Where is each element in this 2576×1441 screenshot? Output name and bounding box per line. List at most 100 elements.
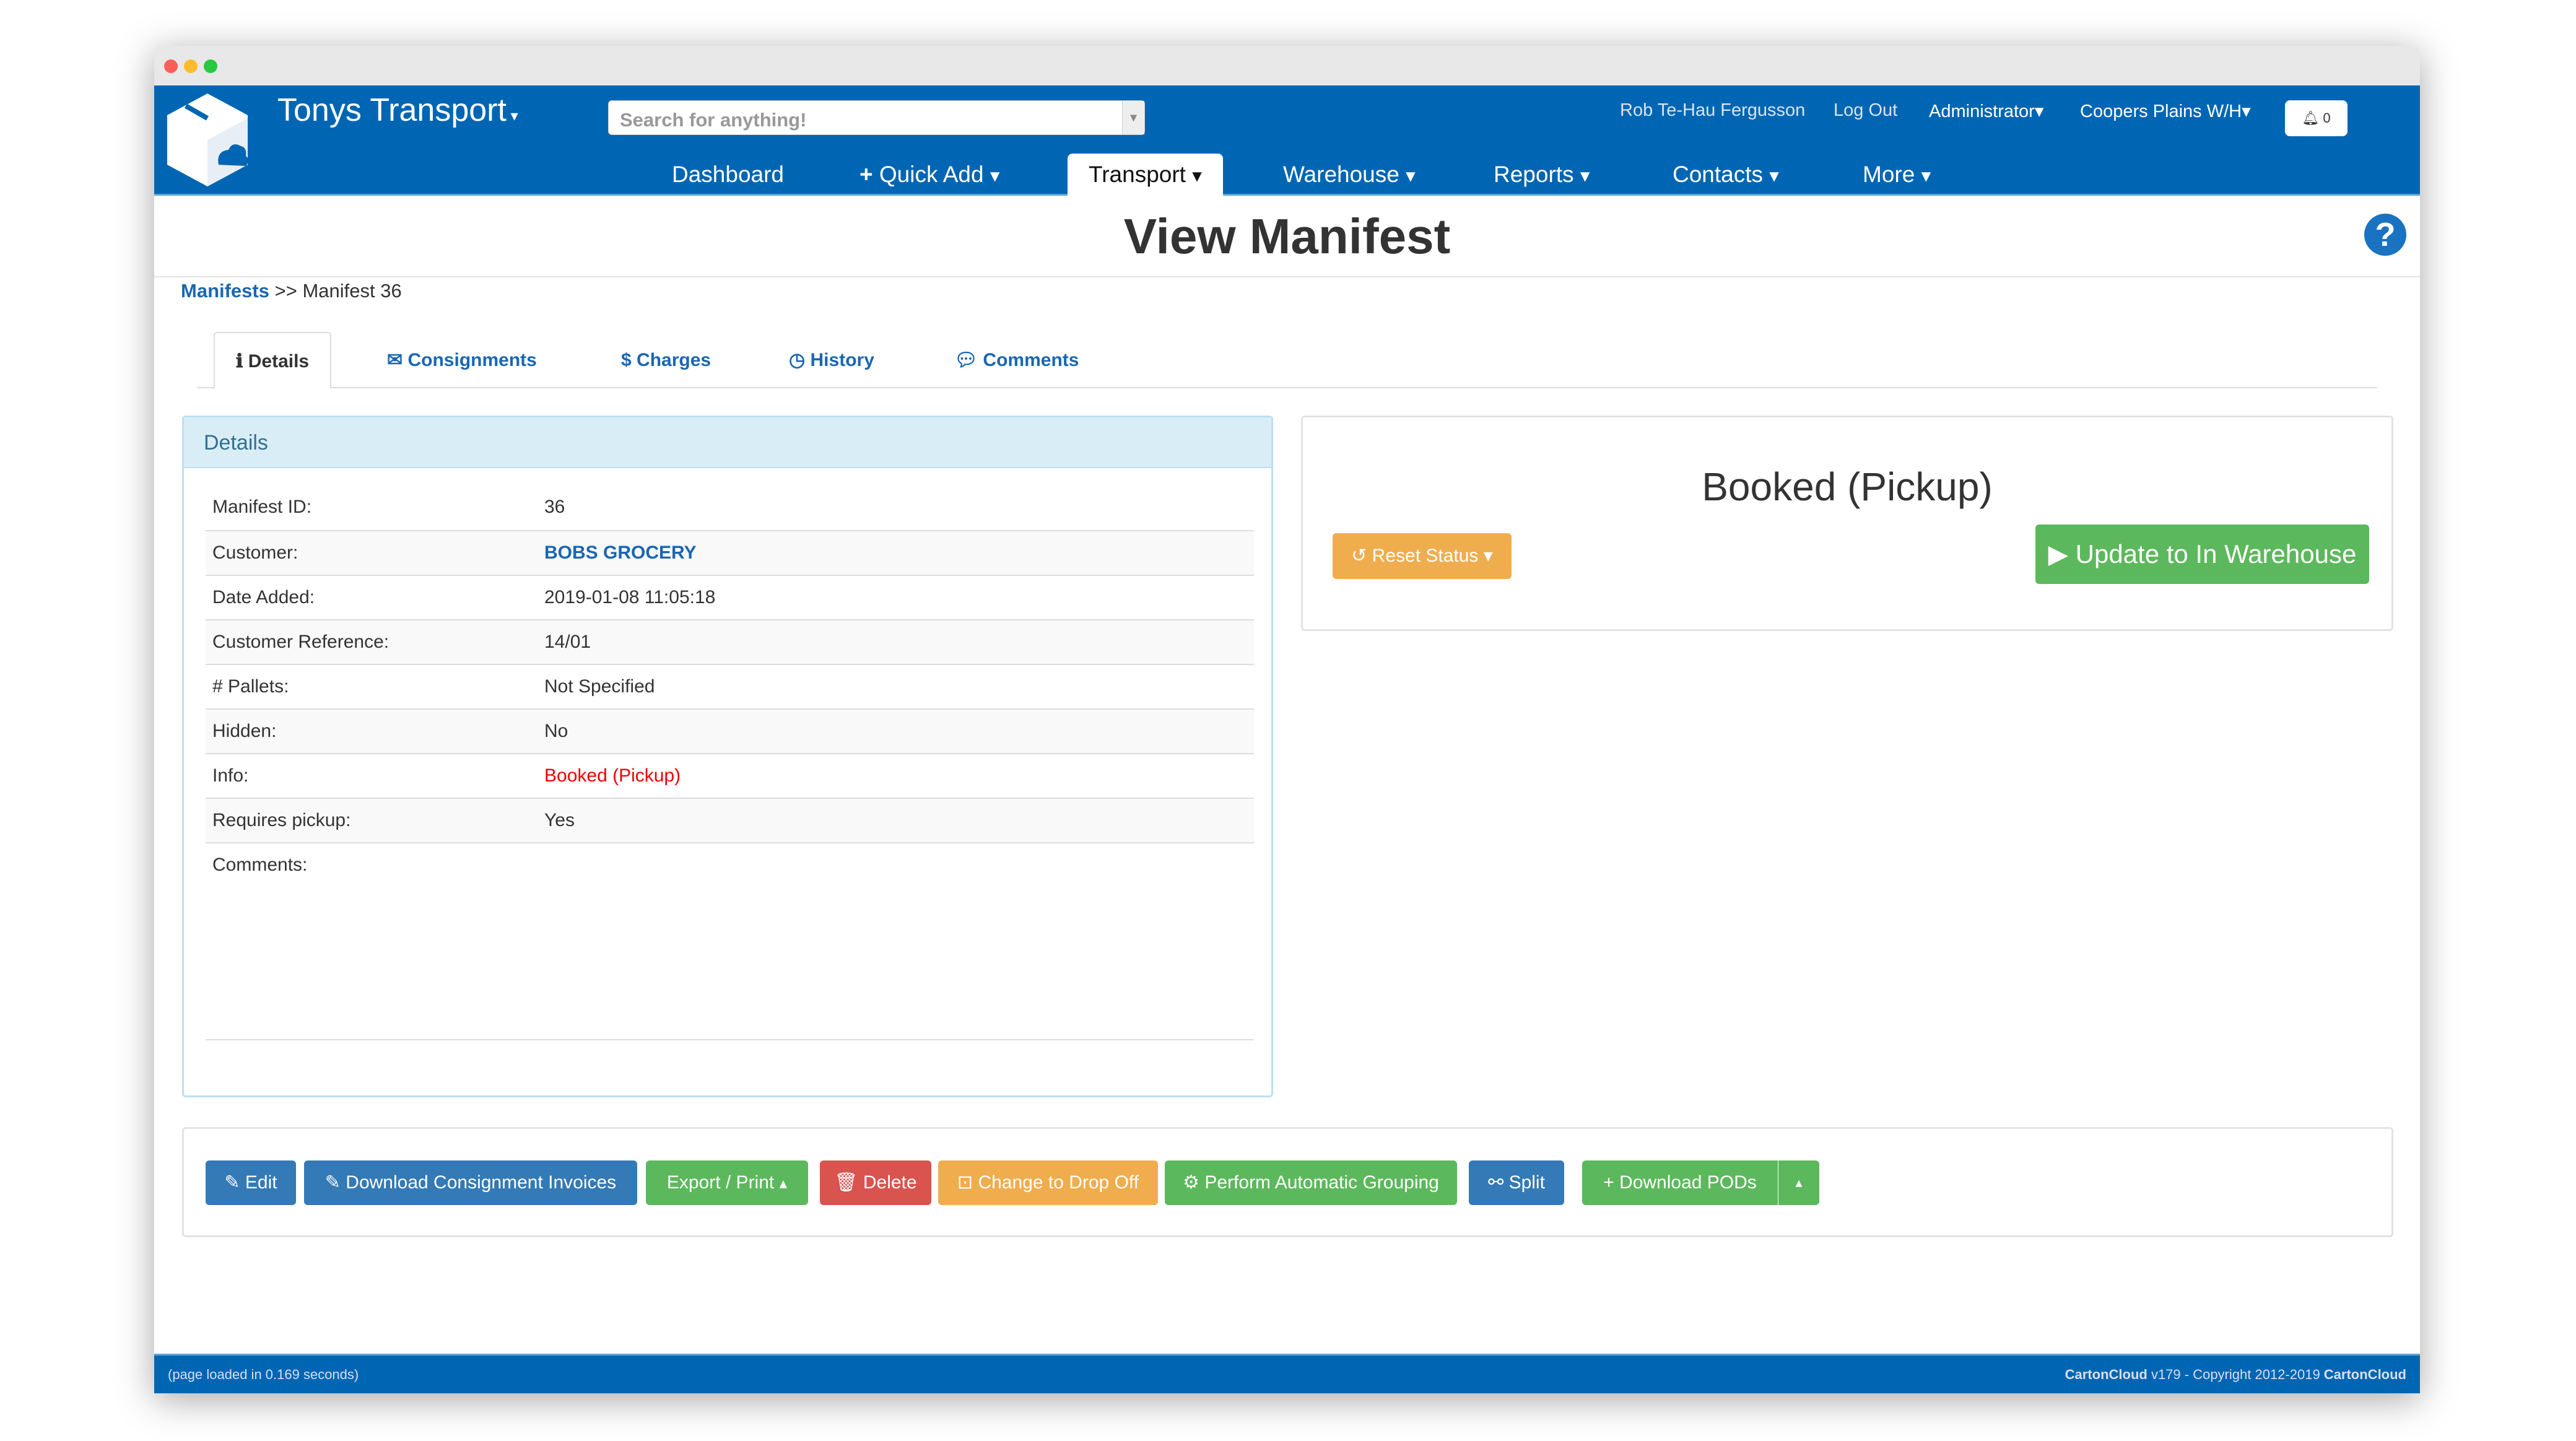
- download-pods-button[interactable]: + Download PODs: [1582, 1160, 1778, 1205]
- tab-details[interactable]: ℹ Details: [214, 332, 332, 389]
- row-label: Customer Reference:: [212, 632, 389, 652]
- nav-label: Contacts: [1673, 162, 1764, 187]
- nav-label: Dashboard: [672, 162, 785, 187]
- warehouse-dropdown[interactable]: Coopers Plains W/H▾: [2080, 102, 2251, 121]
- gear-icon: ⚙: [1183, 1172, 1205, 1193]
- change-to-drop-off-button[interactable]: ⊡ Change to Drop Off: [938, 1160, 1158, 1205]
- row-label: Comments:: [212, 855, 308, 875]
- row-value: Not Specified: [544, 676, 655, 697]
- dollar-icon: $: [621, 350, 637, 370]
- pencil-icon: ✎: [224, 1172, 245, 1193]
- plus-icon: +: [859, 162, 879, 187]
- details-heading: Details: [184, 417, 1271, 468]
- tab-label: Consignments: [407, 350, 537, 370]
- brand-menu[interactable]: Tonys Transport ▾: [277, 92, 518, 128]
- nav-transport[interactable]: Transport ▾: [1068, 154, 1223, 196]
- notifications-button[interactable]: 🔔︎ 0: [2285, 100, 2348, 136]
- tab-divider: [197, 387, 2377, 388]
- update-status-button[interactable]: ▶ Update to In Warehouse: [2035, 525, 2369, 584]
- split-button[interactable]: ⚯ Split: [1469, 1160, 1564, 1205]
- button-label: Change to Drop Off: [978, 1172, 1139, 1193]
- download-pods-dropdown-toggle[interactable]: ▴: [1778, 1160, 1819, 1205]
- envelope-icon: ✉: [387, 350, 408, 370]
- footer-version: v179 - Copyright 2012-2019: [2147, 1367, 2324, 1382]
- button-label: Perform Automatic Grouping: [1204, 1172, 1439, 1193]
- edit-button[interactable]: ✎ Edit: [206, 1160, 296, 1205]
- comment-icon: 💬︎: [954, 350, 983, 370]
- warehouse-label: Coopers Plains W/H: [2080, 102, 2242, 121]
- row-label: Manifest ID:: [212, 497, 312, 517]
- nav-label: More: [1863, 162, 1915, 187]
- brand-name: Tonys Transport: [277, 92, 507, 128]
- nav-label: Quick Add: [879, 162, 984, 187]
- split-icon: ⚯: [1488, 1172, 1509, 1193]
- row-value: Yes: [544, 810, 575, 830]
- row-value: 2019-01-08 11:05:18: [544, 587, 716, 607]
- button-label: Split: [1508, 1172, 1545, 1193]
- nav-warehouse[interactable]: Warehouse ▾: [1283, 162, 1416, 187]
- breadcrumb-separator: >>: [274, 280, 297, 302]
- tab-comments[interactable]: 💬︎ Comments: [954, 332, 1079, 389]
- button-label: Update to In Warehouse: [2075, 539, 2357, 568]
- clock-icon: ◷: [789, 350, 811, 370]
- search-input[interactable]: Search for anything! ▾: [608, 100, 1145, 135]
- detail-row-manifest-id: Manifest ID: 36: [206, 485, 1254, 530]
- role-label: Administrator: [1929, 102, 2035, 121]
- nav-label: Reports: [1494, 162, 1574, 187]
- row-value: 36: [544, 497, 565, 517]
- cartoncloud-logo-icon[interactable]: [164, 90, 251, 189]
- help-icon[interactable]: ?: [2364, 214, 2406, 256]
- row-label: Requires pickup:: [212, 810, 351, 830]
- tab-charges[interactable]: $ Charges: [621, 332, 711, 389]
- actions-panel: ✎ Edit ✎ Download Consignment Invoices E…: [182, 1127, 2393, 1237]
- button-label: Download PODs: [1619, 1172, 1757, 1193]
- tab-label: Comments: [983, 350, 1079, 370]
- nav-contacts[interactable]: Contacts ▾: [1673, 162, 1779, 187]
- tab-consignments[interactable]: ✉ Consignments: [387, 332, 537, 389]
- notification-count: 0: [2323, 110, 2331, 126]
- customer-link[interactable]: BOBS GROCERY: [544, 542, 697, 563]
- detail-row-hidden: Hidden: No: [206, 708, 1254, 753]
- nav-dashboard[interactable]: Dashboard: [651, 154, 805, 196]
- minimize-window-button[interactable]: [184, 59, 198, 73]
- row-label: Customer:: [212, 542, 298, 563]
- reset-status-button[interactable]: ↺ Reset Status ▾: [1333, 533, 1512, 579]
- trash-icon: 🗑︎: [834, 1172, 863, 1193]
- pencil-icon: ✎: [324, 1172, 346, 1193]
- row-value: Booked (Pickup): [544, 765, 681, 786]
- nav-quick-add[interactable]: + Quick Add ▾: [859, 162, 1000, 187]
- breadcrumb: Manifests >> Manifest 36: [181, 280, 402, 302]
- role-dropdown[interactable]: Administrator▾: [1929, 102, 2044, 121]
- automatic-grouping-button[interactable]: ⚙ Perform Automatic Grouping: [1165, 1160, 1457, 1205]
- nav-label: Transport: [1089, 162, 1186, 187]
- logout-link[interactable]: Log Out: [1834, 100, 1898, 120]
- search-dropdown-icon[interactable]: ▾: [1122, 101, 1144, 134]
- footer-brand: CartonCloud: [2065, 1367, 2147, 1382]
- maximize-window-button[interactable]: [204, 59, 217, 73]
- user-name-link[interactable]: Rob Te-Hau Fergusson: [1620, 100, 1806, 120]
- nav-reports[interactable]: Reports ▾: [1494, 162, 1590, 187]
- info-icon: ℹ: [236, 351, 248, 372]
- breadcrumb-manifests-link[interactable]: Manifests: [181, 280, 269, 302]
- copyright: CartonCloud v179 - Copyright 2012-2019 C…: [2065, 1367, 2406, 1383]
- browser-window: Tonys Transport ▾ Search for anything! ▾ …: [154, 46, 2420, 1393]
- detail-row-info: Info: Booked (Pickup): [206, 753, 1254, 798]
- tab-history[interactable]: ◷ History: [789, 332, 874, 389]
- page-title: View Manifest: [1123, 209, 1451, 264]
- close-window-button[interactable]: [164, 59, 178, 73]
- footer-brand: CartonCloud: [2323, 1367, 2406, 1382]
- nav-more[interactable]: More ▾: [1863, 162, 1931, 187]
- detail-row-customer: Customer: BOBS GROCERY: [206, 530, 1254, 575]
- breadcrumb-current: Manifest 36: [302, 280, 402, 302]
- button-label: Reset Status: [1372, 546, 1479, 566]
- bell-icon: 🔔︎: [2302, 110, 2320, 126]
- tab-label: Charges: [637, 350, 711, 370]
- download-invoices-button[interactable]: ✎ Download Consignment Invoices: [304, 1160, 637, 1205]
- detail-row-customer-reference: Customer Reference: 14/01: [206, 619, 1254, 664]
- detail-row-date-added: Date Added: 2019-01-08 11:05:18: [206, 575, 1254, 619]
- top-header: Tonys Transport ▾ Search for anything! ▾ …: [154, 85, 2420, 196]
- delete-button[interactable]: 🗑︎ Delete: [820, 1160, 931, 1205]
- tab-label: History: [810, 350, 874, 370]
- tab-label: Details: [248, 351, 310, 372]
- export-print-button[interactable]: Export / Print ▴: [646, 1160, 808, 1205]
